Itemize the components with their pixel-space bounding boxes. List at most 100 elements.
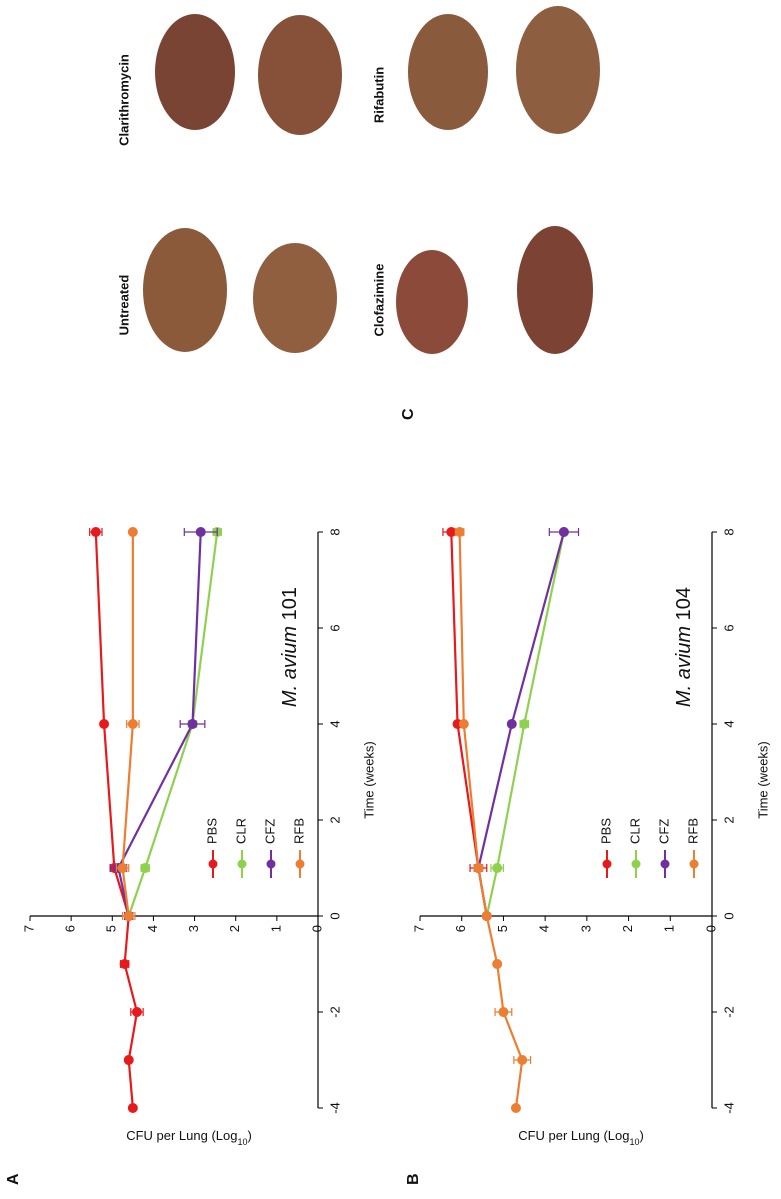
y-tick-label: 6 [63, 925, 78, 932]
series-line [121, 532, 134, 917]
series-line [94, 531, 139, 1109]
legend-marker [631, 859, 641, 869]
data-point [131, 1007, 142, 1017]
y-axis-title-part: ) [639, 1128, 643, 1143]
x-tick-label: 0 [721, 912, 736, 919]
y-tick-label: 0 [309, 925, 324, 932]
y-tick-label: 1 [268, 925, 283, 932]
legend-label: PBS [204, 818, 219, 844]
x-tick-label: 2 [721, 816, 736, 823]
y-tick-label: 5 [495, 925, 510, 932]
photo-label: Clarithromycin [116, 54, 131, 146]
line-chart: -4 -2 0 2 4 6 8 0 1 2 3 4 5 6 7 Time (weeks) CFU per Lun… [21, 527, 376, 1147]
data-point [119, 959, 130, 969]
lung-photo [516, 6, 600, 134]
legend-label: CLR [233, 818, 248, 844]
line-chart: -4 -2 0 2 4 6 8 0 1 2 3 4 5 6 7 Time (weeks) CFU per Lun… [411, 527, 770, 1147]
y-tick-label: 4 [537, 925, 552, 932]
data-point [140, 863, 151, 873]
x-tick-label: 8 [721, 528, 736, 535]
annotation-strain: 104 [673, 587, 695, 620]
data-point [517, 1055, 528, 1065]
legend-label: RFB [685, 818, 700, 844]
data-point [195, 527, 206, 537]
photo-label: Rifabutin [371, 67, 386, 123]
photo-label: Clofazimine [371, 264, 386, 337]
legend-marker [266, 859, 276, 869]
y-tick-label: 4 [145, 925, 160, 932]
photo-label: Untreated [116, 275, 131, 336]
legend-marker [208, 859, 218, 869]
y-axis-title-part: CFU per Lung (Log [126, 1128, 237, 1143]
y-tick-label: 5 [104, 925, 119, 932]
panel-label: A [5, 1173, 22, 1185]
x-axis-title: Time (weeks) [755, 741, 770, 819]
series-line [127, 531, 219, 917]
annotation-species: M. avium [673, 626, 695, 707]
data-point [458, 719, 469, 729]
data-point [492, 863, 503, 873]
y-tick-label: 3 [186, 925, 201, 932]
x-tick-label: 2 [327, 816, 342, 823]
data-point [90, 527, 101, 537]
legend-label: CFZ [656, 819, 671, 844]
y-tick-label: 2 [620, 925, 635, 932]
data-point [187, 719, 198, 729]
data-point [498, 1007, 509, 1017]
y-tick-label: 2 [227, 925, 242, 932]
annotation: M. avium 104 [673, 587, 695, 707]
lung-photo [408, 14, 488, 130]
legend-marker [689, 859, 699, 869]
y-axis-title-part: 10 [629, 1137, 639, 1147]
data-point [519, 719, 530, 729]
y-tick-label: 0 [703, 925, 718, 932]
x-tick-label: 4 [327, 720, 342, 727]
series-line [458, 531, 524, 1109]
x-tick-label: 8 [327, 528, 342, 535]
legend-marker [295, 859, 305, 869]
legend-marker [237, 859, 247, 869]
data-point [127, 719, 138, 729]
series-line [117, 531, 202, 917]
data-point [454, 527, 465, 537]
x-tick-label: 4 [721, 720, 736, 727]
legend-marker [660, 859, 670, 869]
y-axis-title: CFU per Lung (Log10) [518, 1128, 644, 1147]
y-axis-title-part: CFU per Lung (Log [518, 1128, 629, 1143]
data-point [558, 527, 569, 537]
x-tick-label: 6 [721, 624, 736, 631]
lung-photo [517, 226, 593, 354]
data-point [446, 527, 457, 537]
data-point [123, 911, 134, 921]
lung-photo [155, 14, 235, 130]
series-line [485, 531, 565, 917]
data-point [123, 1055, 134, 1065]
data-point [506, 719, 517, 729]
y-axis-title: CFU per Lung (Log10) [126, 1128, 252, 1147]
data-point [481, 911, 492, 921]
x-tick-label: -4 [327, 1102, 342, 1114]
x-axis-title: Time (weeks) [361, 741, 376, 819]
data-point [99, 719, 110, 729]
data-point [473, 863, 484, 873]
annotation-strain: 101 [279, 587, 301, 620]
legend-label: PBS [598, 818, 613, 844]
panel-label: B [405, 1173, 422, 1185]
annotation: M. avium 101 [279, 587, 301, 707]
lung-photo [143, 228, 227, 352]
panel-label: C [400, 408, 417, 420]
x-tick-label: -4 [721, 1102, 736, 1114]
data-point [510, 1103, 521, 1113]
y-tick-label: 7 [411, 925, 426, 932]
legend-label: RFB [291, 818, 306, 844]
rotated-panels: A B C Untreated Clarithromycin Clofazimine Rif… [5, 54, 770, 1185]
x-tick-label: -2 [327, 1006, 342, 1018]
x-tick-label: 6 [327, 624, 342, 631]
data-point [492, 959, 503, 969]
lung-photo [396, 250, 468, 354]
lung-photo [258, 15, 342, 135]
y-axis-title-part: 10 [237, 1137, 247, 1147]
lung-photos [143, 6, 600, 354]
y-tick-label: 6 [453, 925, 468, 932]
